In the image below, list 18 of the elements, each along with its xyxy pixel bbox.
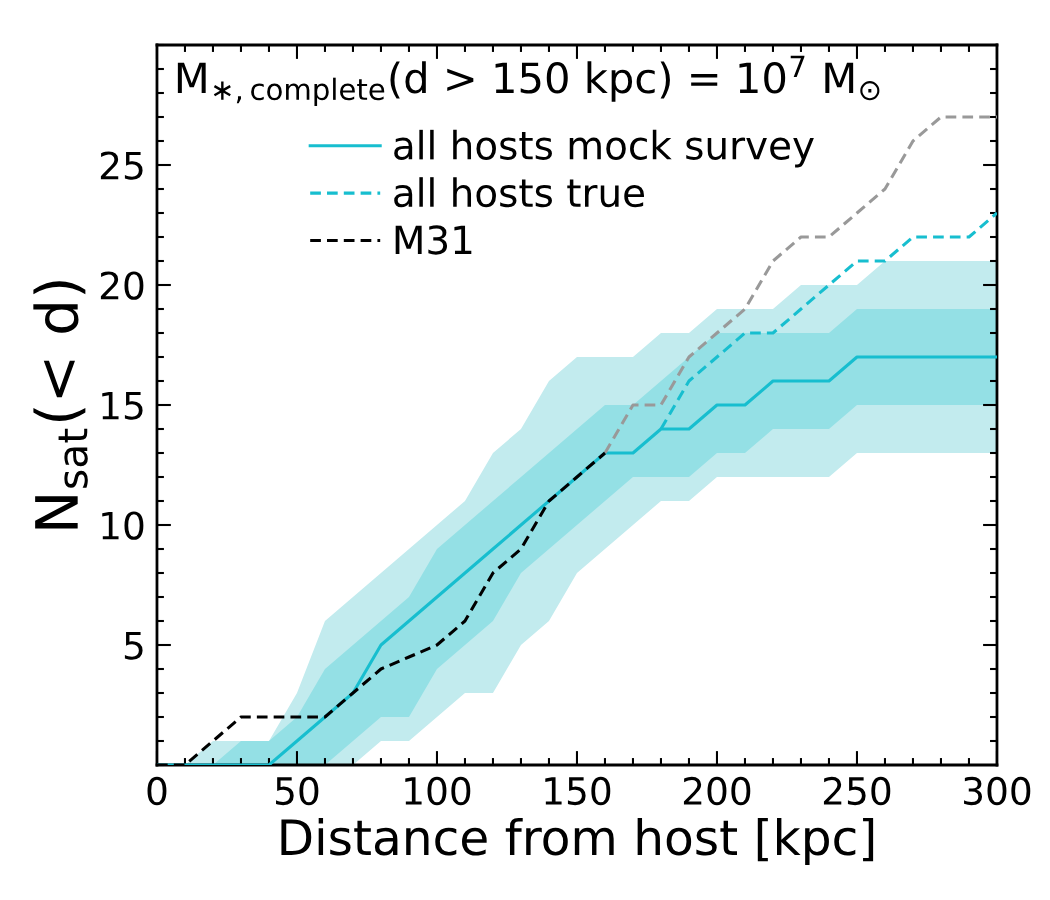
x-tick-label: 0: [147, 776, 167, 806]
y-axis-title: N$_{sat}$(< d): [33, 281, 88, 529]
x-axis-title: Distance from host [kpc]: [281, 817, 874, 866]
x-tick-label: 100: [405, 776, 471, 806]
legend-label: M31: [395, 225, 472, 255]
y-tick-label: 5: [124, 631, 143, 660]
y-tick-label: 10: [102, 511, 144, 540]
legend-title: M$_{∗,complete}$(d > 150 kpc) = 10$^{7}$ M$_{⊙}$: [177, 55, 880, 106]
x-tick-label: 150: [545, 776, 611, 806]
legend-label: all hosts mock survey: [394, 129, 814, 168]
y-tick-label: 15: [102, 391, 143, 420]
x-tick-label: 250: [823, 776, 891, 806]
x-tick-label: 300: [964, 776, 1031, 806]
x-tick-label: 200: [683, 776, 751, 806]
x-tick-label: 50: [276, 776, 319, 806]
legend-label: all hosts true: [394, 177, 644, 208]
y-tick-label: 20: [100, 271, 144, 300]
y-tick-label: 25: [100, 151, 143, 180]
